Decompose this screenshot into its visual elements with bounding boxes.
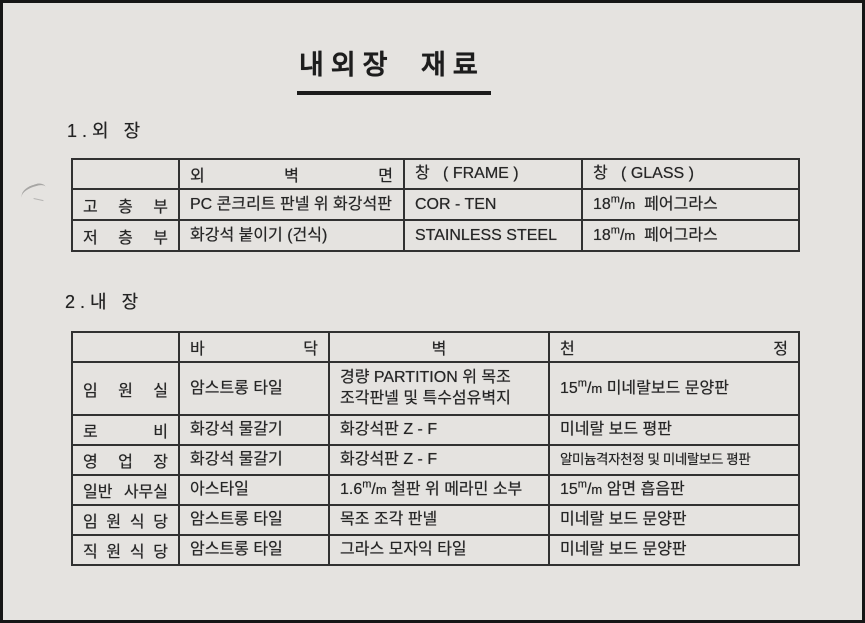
- table-cell: 암스트롱 타일: [178, 504, 330, 536]
- title-block: 내외장 재료: [297, 43, 862, 95]
- table-cell: 경량 PARTITION 위 목조 조각판넬 및 특수섬유벽지: [328, 361, 550, 416]
- table-cell: 화강석판 Z - F: [328, 444, 550, 476]
- table-cell: 미네랄 보드 문양판: [548, 504, 800, 536]
- table-cell: 암스트롱 타일: [178, 361, 330, 416]
- row-label: 일반 사무실: [71, 474, 180, 506]
- table-cell: 화강석판 Z - F: [328, 414, 550, 446]
- header-cell-window-frame: 창 ( FRAME ): [403, 158, 583, 190]
- table-cell: 18m/m 페어그라스: [581, 219, 800, 252]
- table-cell: 화강석 물갈기: [178, 414, 330, 446]
- table-cell: 암스트롱 타일: [178, 534, 330, 566]
- header-cell-window-glass: 창 ( GLASS ): [581, 158, 800, 190]
- table-cell: 그라스 모자익 타일: [328, 534, 550, 566]
- scan-smudge: [32, 198, 44, 206]
- section-interior-heading: 2.내 장: [65, 292, 144, 312]
- table-cell: 15m/m 미네랄보드 문양판: [548, 361, 800, 416]
- table-cell: 미네랄 보드 문양판: [548, 534, 800, 566]
- table-cell: 알미늄격자천정 및 미네랄보드 평판: [548, 444, 800, 476]
- table-cell: COR - TEN: [403, 188, 583, 221]
- table-cell: 화강석 붙이기 (건식): [178, 219, 405, 252]
- table-cell: 18m/m 페어그라스: [581, 188, 800, 221]
- table-cell: 미네랄 보드 평판: [548, 414, 800, 446]
- table-row-general-office: 일반 사무실 아스타일 1.6m/m 철판 위 메라민 소부 15m/m 암면 흡…: [71, 474, 800, 506]
- page-title: 내외장 재료: [297, 43, 491, 95]
- table-cell: 목조 조각 판넬: [328, 504, 550, 536]
- header-cell-empty: [71, 158, 180, 190]
- table-cell: PC 콘크리트 판넬 위 화강석판: [178, 188, 405, 221]
- table-cell: 15m/m 암면 흡음판: [548, 474, 800, 506]
- section-exterior-heading: 1.외 장: [67, 121, 146, 141]
- header-cell-wall: 벽: [328, 331, 550, 363]
- header-cell-empty: [71, 331, 180, 363]
- table-cell: 아스타일: [178, 474, 330, 506]
- table-cell: 화강석 물갈기: [178, 444, 330, 476]
- table-cell: 1.6m/m 철판 위 메라민 소부: [328, 474, 550, 506]
- table-cell: STAINLESS STEEL: [403, 219, 583, 252]
